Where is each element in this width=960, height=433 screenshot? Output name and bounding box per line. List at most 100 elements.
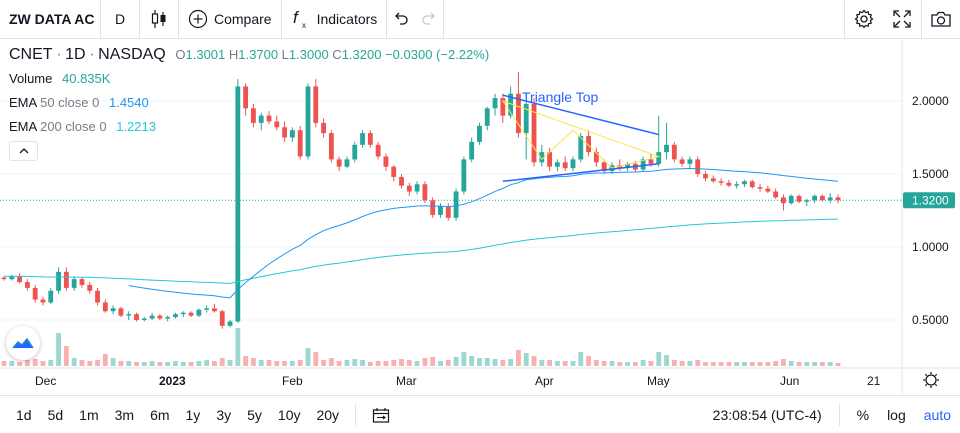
last-price-badge	[903, 192, 955, 209]
time-axis-settings-button[interactable]	[923, 372, 939, 388]
range-6m[interactable]: 6m	[150, 406, 170, 423]
candle	[687, 156, 693, 169]
candle-body	[375, 144, 381, 157]
clock-timezone[interactable]: 23:08:54 (UTC-4)	[712, 406, 822, 423]
pattern-label[interactable]: Triangle Top	[522, 89, 598, 105]
open-value: 1.3001	[185, 47, 226, 62]
candle-body	[562, 162, 568, 169]
candle-body	[63, 271, 69, 288]
range-5y[interactable]: 5y	[247, 406, 262, 423]
candle	[554, 159, 560, 172]
undo-button[interactable]	[387, 0, 415, 39]
volume-bar	[32, 359, 38, 366]
candle-body	[141, 318, 147, 320]
range-5d[interactable]: 5d	[47, 406, 64, 423]
volume-bar	[609, 361, 615, 366]
candle-body	[578, 136, 584, 160]
ema50-legend[interactable]: EMA 50 close 0 1.4540	[9, 94, 489, 112]
range-1d[interactable]: 1d	[16, 406, 32, 423]
volume-legend[interactable]: Volume 40.835K	[9, 70, 489, 88]
candle-body	[430, 200, 436, 215]
date-range-button[interactable]	[364, 396, 398, 433]
candle	[469, 137, 475, 163]
interval-button[interactable]: D	[114, 11, 126, 27]
volume-bar	[118, 361, 124, 366]
percent-scale-toggle[interactable]: %	[856, 406, 870, 423]
candle-body	[251, 108, 256, 123]
volume-bar	[679, 361, 685, 366]
volume-bar	[819, 362, 825, 366]
screenshot-button[interactable]	[922, 0, 960, 39]
indicators-label: Indicators	[316, 11, 378, 27]
legend-ohlc: O1.3001 H1.3700 L1.3000 C1.3200 −0.0300 …	[175, 47, 489, 62]
candle-body	[188, 312, 194, 316]
indicators-button[interactable]: f x Indicators	[282, 0, 387, 39]
candle	[734, 181, 740, 189]
price-tick-label: 0.5000	[912, 313, 949, 327]
candle	[149, 312, 155, 320]
compare-label: Compare	[214, 11, 272, 27]
chevron-up-icon	[19, 148, 28, 154]
cloud-logo-icon	[12, 337, 34, 349]
settings-button[interactable]	[845, 0, 883, 39]
volume-bar	[274, 361, 280, 366]
candle-body	[95, 290, 100, 303]
candle-body	[788, 195, 794, 204]
volume-bar	[765, 362, 771, 366]
candle-body	[243, 86, 249, 109]
volume-bar	[212, 361, 217, 366]
range-3m[interactable]: 3m	[114, 406, 135, 423]
candle	[492, 93, 498, 116]
compare-button[interactable]: Compare	[179, 0, 281, 39]
log-scale-toggle[interactable]: log	[887, 406, 906, 423]
open-key: O	[175, 47, 186, 62]
legend-collapse-button[interactable]	[9, 141, 38, 161]
main-series-legend[interactable]: CNET · 1D · NASDAQ O1.3001 H1.3700 L1.30…	[9, 46, 489, 64]
chart-pane[interactable]: Triangle Top 2.0000 1.5000 1.0000 0.5000…	[0, 40, 960, 394]
range-1y[interactable]: 1y	[185, 406, 201, 423]
volume-bar	[305, 348, 311, 366]
auto-scale-toggle[interactable]: auto	[923, 406, 951, 423]
candle-body	[671, 144, 677, 160]
candle	[352, 141, 358, 163]
candle	[24, 279, 30, 291]
candle	[17, 273, 23, 284]
candle-body	[40, 299, 46, 303]
symbol-search[interactable]: ZW DATA AC	[9, 11, 95, 27]
range-20y[interactable]: 20y	[316, 406, 340, 423]
volume-bar	[297, 360, 303, 366]
triangle-top-pattern[interactable]: Triangle Top	[501, 89, 661, 183]
fullscreen-button[interactable]	[883, 0, 921, 39]
volume-bar	[461, 352, 467, 366]
volume-bar	[383, 361, 389, 366]
time-axis[interactable]: Dec 2023 Feb Mar Apr May Jun 21	[35, 374, 881, 388]
price-chart[interactable]: Triangle Top 2.0000 1.5000 1.0000 0.5000…	[0, 40, 960, 394]
bottom-toolbar: 1d 5d 1m 3m 6m 1y 3y 5y 10y 20y 23:08:54…	[0, 395, 960, 433]
candle	[258, 112, 264, 131]
redo-button[interactable]	[415, 0, 443, 39]
candle-body	[235, 86, 241, 322]
range-1m[interactable]: 1m	[79, 406, 99, 423]
range-10y[interactable]: 10y	[277, 406, 301, 423]
volume-bar	[695, 360, 701, 366]
volume-bar	[391, 360, 397, 366]
candle-body	[367, 133, 373, 145]
candle-body	[87, 284, 93, 291]
candle-body	[149, 315, 155, 319]
tradingview-logo[interactable]	[6, 326, 40, 360]
candle	[477, 122, 482, 145]
candle	[313, 79, 319, 128]
price-axis[interactable]: 2.0000 1.5000 1.0000 0.5000 1.3200	[903, 94, 955, 327]
pattern-lower-trendline[interactable]	[502, 163, 659, 183]
chart-type-button[interactable]	[140, 0, 178, 39]
toolbar-divider	[139, 0, 140, 39]
range-3y[interactable]: 3y	[216, 406, 232, 423]
volume-series	[1, 328, 841, 366]
pattern-upper-trendline[interactable]	[502, 94, 659, 136]
candle	[547, 147, 553, 172]
ema200-legend[interactable]: EMA 200 close 0 1.2213	[9, 118, 489, 136]
candle-body	[422, 184, 428, 201]
candle	[48, 287, 54, 304]
candle	[391, 165, 397, 182]
candle-body	[819, 195, 825, 201]
